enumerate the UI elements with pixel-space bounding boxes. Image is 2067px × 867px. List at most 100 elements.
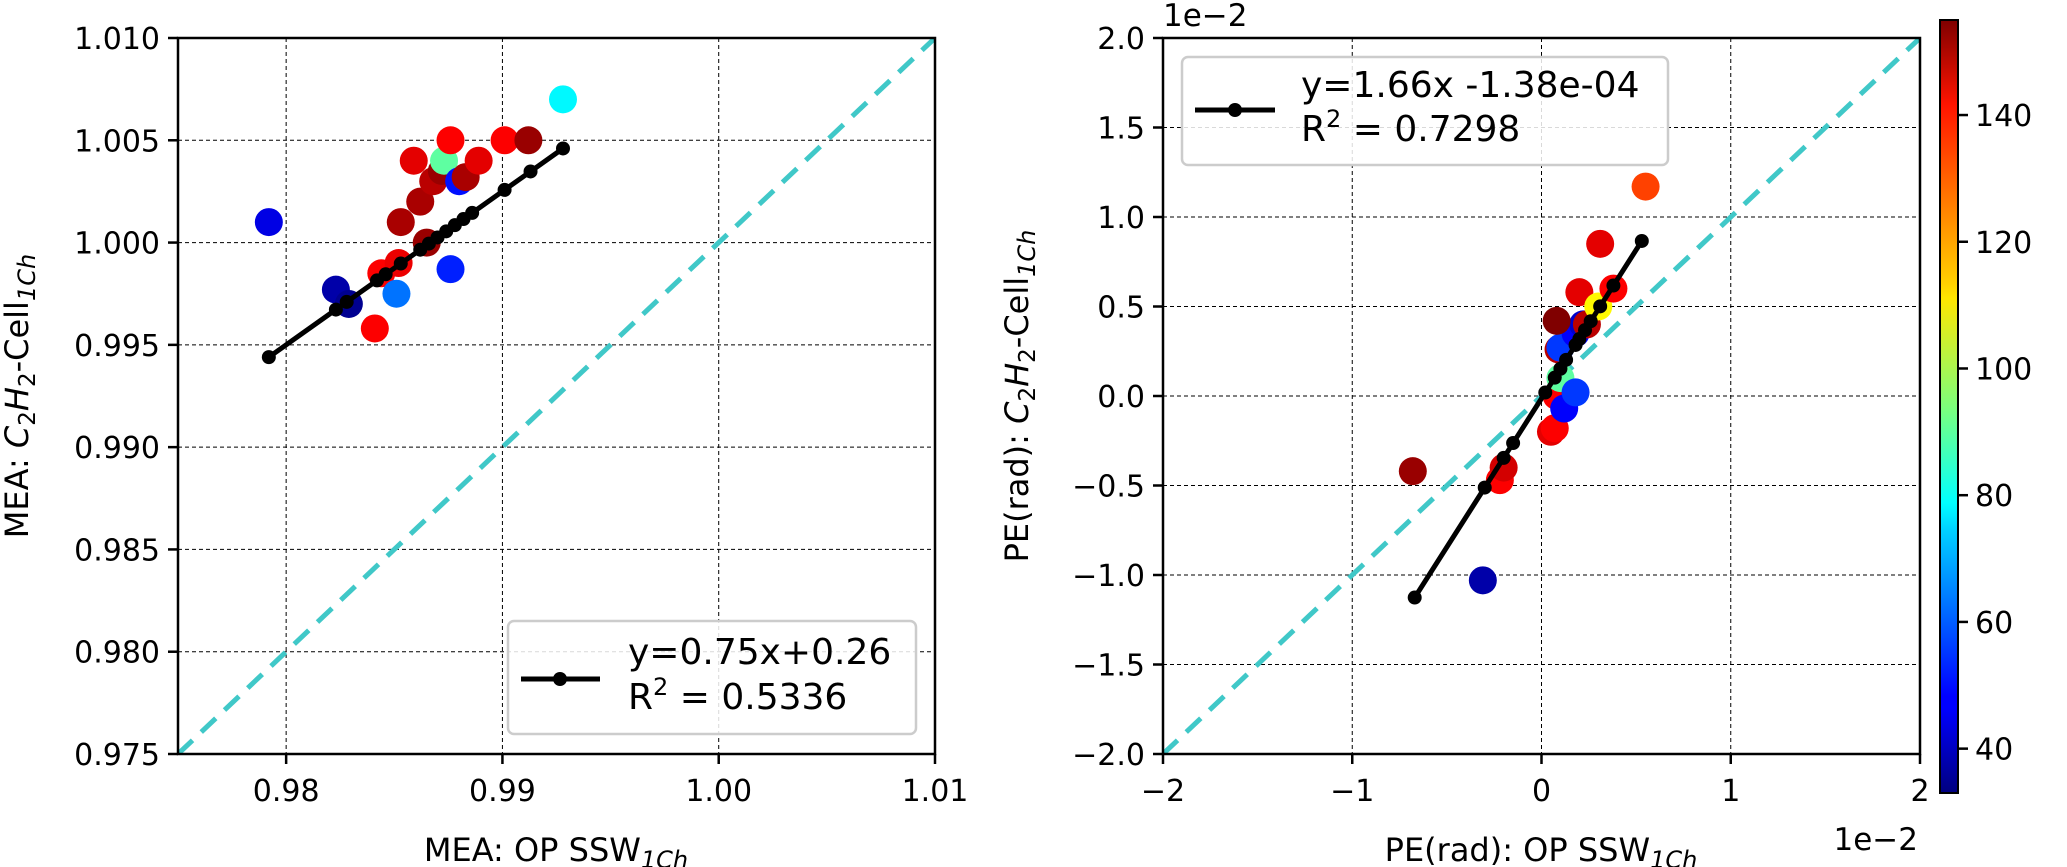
right-x-axis-label: PE(rad): OP SSW1Ch <box>1385 831 1698 867</box>
colorbar-tick-label: 80 <box>1975 479 2013 514</box>
fit-marker <box>465 205 480 220</box>
left-fit-line <box>261 141 570 365</box>
fit-marker <box>1583 314 1598 329</box>
data-point <box>360 314 389 343</box>
x-tick-label: 1.00 <box>685 774 752 809</box>
colorbar-tick-label: 40 <box>1975 733 2013 768</box>
fit-marker <box>1407 590 1422 605</box>
fit-marker <box>1593 299 1608 314</box>
y-tick-label: 0.985 <box>74 533 160 568</box>
colorbar-tick-label: 60 <box>1975 606 2013 641</box>
y-tick-label: −1.0 <box>1072 559 1145 594</box>
y-tick-label: −2.0 <box>1072 738 1145 773</box>
fit-marker <box>1506 436 1521 451</box>
data-point <box>1468 566 1497 595</box>
right-scatter-panel: −2 −1 0 1 2 −2.0−1.5−1.0−0.50.00.51.01.52.0 … <box>998 0 1930 867</box>
fit-marker <box>1606 278 1621 293</box>
y-tick-label: 1.005 <box>74 124 160 159</box>
left-legend: y=0.75x+0.26 R2 = 0.5336 <box>506 619 918 736</box>
fit-marker <box>1477 480 1492 495</box>
fit-line-path <box>1412 239 1644 599</box>
x-tick-label: 0.98 <box>253 774 320 809</box>
data-point <box>490 126 519 155</box>
y-tick-label: 0.0 <box>1097 380 1145 415</box>
data-point <box>1398 457 1427 486</box>
x-tick-label: 0.99 <box>469 774 536 809</box>
y-tick-label: 1.0 <box>1097 201 1145 236</box>
colorbar-ticks: 40 60 80 100 120 140 <box>1958 99 2032 768</box>
right-y-ticks: −2.0 −1.5 −1.0 −0.5 0.0 0.5 1.0 1.5 2.0 <box>1072 22 1163 773</box>
right-legend-equation: y=1.66x -1.38e-04 <box>1301 65 1639 106</box>
x-tick-label: 2 <box>1910 774 1929 809</box>
y-tick-label: 1.010 <box>74 22 160 57</box>
left-y-axis-label: MEA: C2H2-Cell1Ch <box>0 254 41 538</box>
left-plot-frame <box>176 36 937 756</box>
right-legend-swatch-marker <box>1228 103 1242 117</box>
x-tick-label: −2 <box>1141 774 1185 809</box>
right-x-scale-offset: 1e−2 <box>1834 822 1919 858</box>
right-y-axis-label: PE(rad): C2H2-Cell1Ch <box>998 230 1041 563</box>
colorbar-tick-label: 120 <box>1975 226 2032 261</box>
fit-marker <box>1634 233 1649 248</box>
data-point <box>1489 453 1518 482</box>
right-legend-box <box>1180 55 1670 167</box>
data-point <box>1631 172 1660 201</box>
fit-marker <box>1538 385 1553 400</box>
left-legend-swatch-marker <box>553 672 567 686</box>
y-tick-label: 0.975 <box>74 738 160 773</box>
right-y-scale-offset: 1e−2 <box>1163 0 1248 34</box>
left-legend-equation: y=0.75x+0.26 <box>628 632 891 673</box>
colorbar-tick-label: 100 <box>1975 352 2032 387</box>
data-point <box>436 255 465 284</box>
fit-marker <box>555 141 570 156</box>
y-tick-label: −0.5 <box>1072 470 1145 505</box>
data-point <box>548 85 577 114</box>
left-legend-r2: R2 = 0.5336 <box>628 673 847 718</box>
y-tick-label: −1.5 <box>1072 649 1145 684</box>
fit-marker <box>497 182 512 197</box>
fit-marker <box>339 294 354 309</box>
fit-marker <box>393 256 408 271</box>
x-tick-label: 1 <box>1721 774 1740 809</box>
data-point <box>514 126 543 155</box>
colorbar: 40 60 80 100 120 140 <box>1939 19 2032 794</box>
left-data-points <box>254 85 577 343</box>
y-tick-label: 2.0 <box>1097 22 1145 57</box>
left-x-axis-label: MEA: OP SSW1Ch <box>424 831 688 867</box>
left-legend-box <box>506 619 918 736</box>
right-legend-r2: R2 = 0.7298 <box>1301 105 1520 150</box>
y-tick-label: 1.000 <box>74 227 160 262</box>
left-identity-line <box>178 38 935 754</box>
y-tick-label: 0.5 <box>1097 291 1145 326</box>
colorbar-gradient <box>1939 19 1959 794</box>
x-tick-label: −1 <box>1330 774 1374 809</box>
fit-marker <box>261 350 276 365</box>
left-x-ticks: 0.98 0.99 1.00 1.01 <box>253 754 969 809</box>
left-y-ticks: 0.975 0.980 0.985 0.990 0.995 1.000 1.005 1.010 <box>74 22 178 773</box>
data-point <box>1586 229 1615 258</box>
left-scatter-panel: 0.98 0.99 1.00 1.01 0.975 0.980 0.985 0.990 0.9… <box>0 22 968 867</box>
x-tick-label: 0 <box>1532 774 1551 809</box>
right-data-points <box>1398 172 1660 595</box>
data-point <box>1561 378 1590 407</box>
data-point <box>406 187 435 216</box>
fit-marker <box>328 302 343 317</box>
data-point <box>1542 306 1571 335</box>
right-fit-line <box>1407 233 1649 605</box>
y-tick-label: 1.5 <box>1097 112 1145 147</box>
colorbar-tick-label: 140 <box>1975 99 2032 134</box>
x-tick-label: 1.01 <box>902 774 969 809</box>
fit-marker <box>1559 352 1574 367</box>
right-x-ticks: −2 −1 0 1 2 <box>1141 754 1930 809</box>
y-tick-label: 0.990 <box>74 431 160 466</box>
data-point <box>436 126 465 155</box>
fit-marker <box>378 267 393 282</box>
data-point <box>382 279 411 308</box>
data-point <box>464 146 493 175</box>
fit-marker <box>523 164 538 179</box>
fit-marker <box>1496 450 1511 465</box>
y-tick-label: 0.980 <box>74 636 160 671</box>
data-point <box>399 146 428 175</box>
data-point <box>386 208 415 237</box>
